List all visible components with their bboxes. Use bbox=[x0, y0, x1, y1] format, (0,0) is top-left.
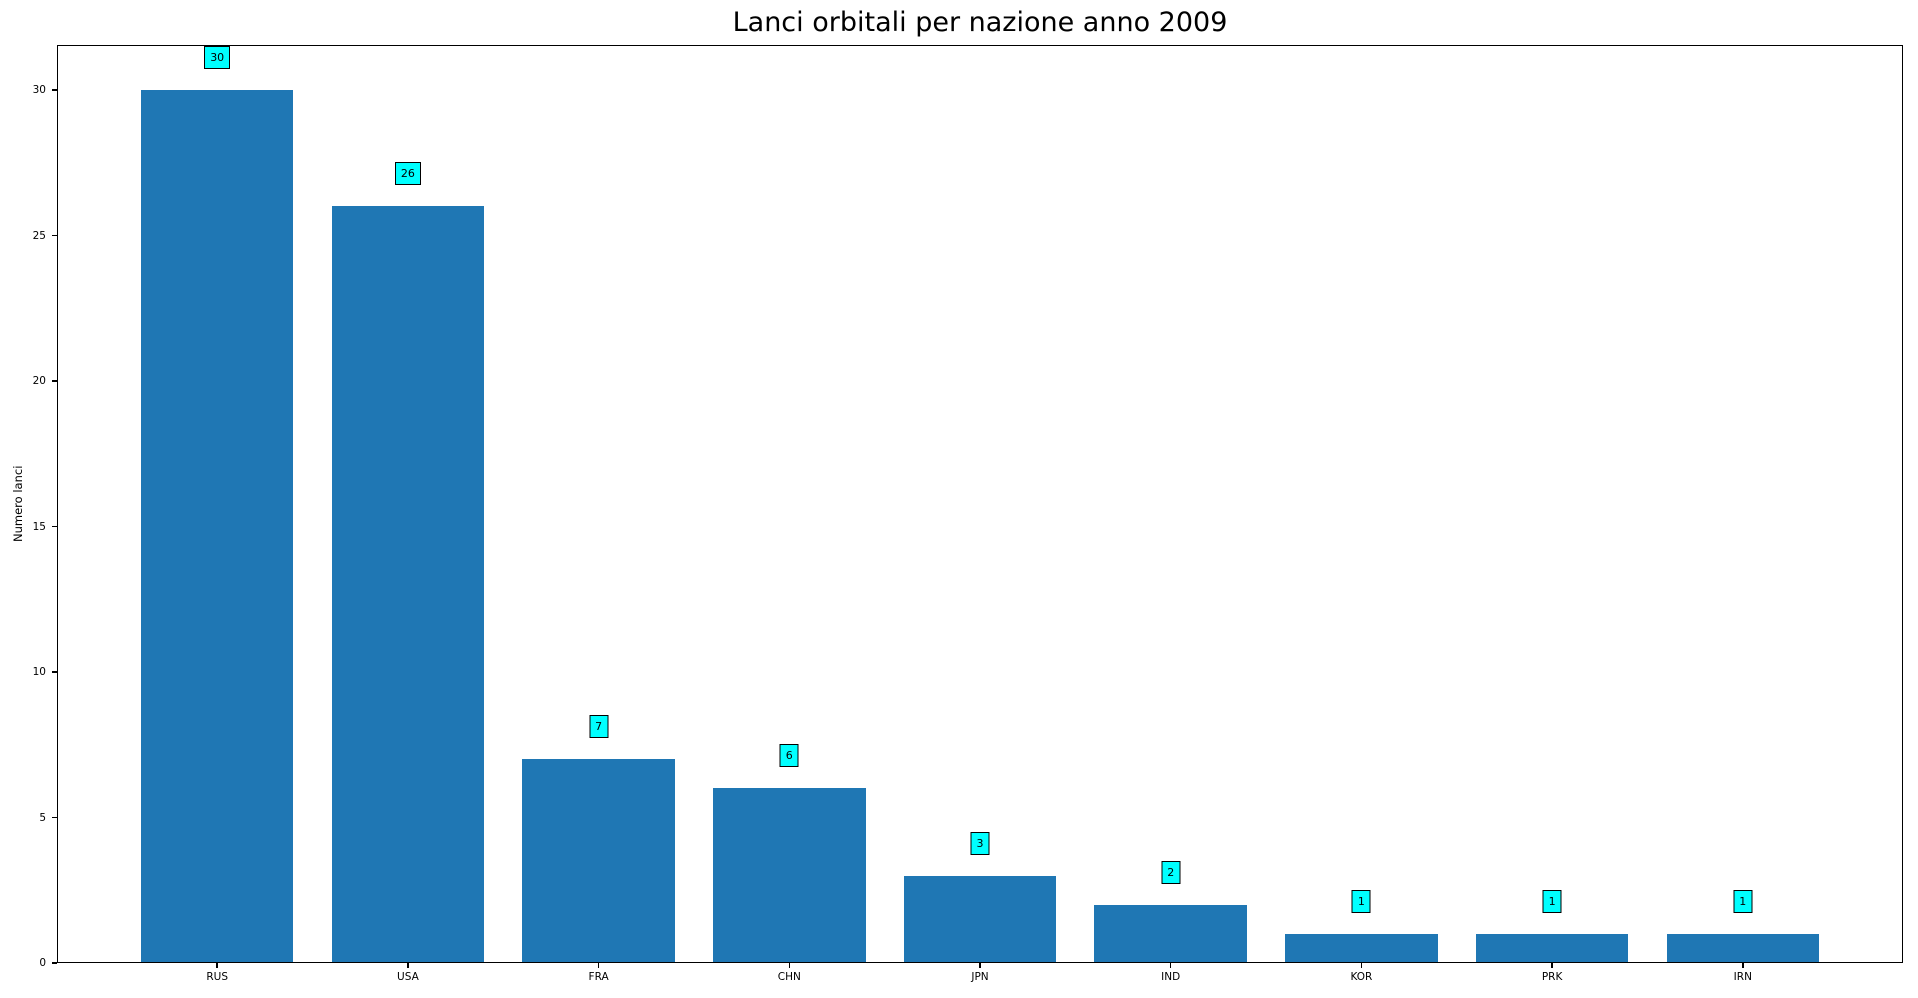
y-tick-mark bbox=[52, 380, 57, 382]
y-tick-label: 10 bbox=[32, 666, 46, 679]
x-tick-mark bbox=[216, 963, 218, 968]
x-tick-label: IRN bbox=[1733, 971, 1752, 983]
bar-value-label: 3 bbox=[970, 831, 990, 855]
y-tick-label: 20 bbox=[32, 375, 46, 388]
chart-title: Lanci orbitali per nazione anno 2009 bbox=[732, 7, 1228, 38]
bar-value-label: 26 bbox=[394, 162, 421, 186]
x-tick-label: FRA bbox=[588, 971, 609, 983]
y-tick-mark bbox=[52, 234, 57, 237]
x-tick-mark bbox=[979, 963, 981, 968]
bar-value-label: 30 bbox=[204, 46, 231, 70]
bar-value-label: 1 bbox=[1351, 889, 1371, 913]
y-tick-mark bbox=[52, 671, 57, 673]
x-tick-label: CHN bbox=[777, 971, 801, 983]
x-tick-mark bbox=[1742, 963, 1744, 968]
x-tick-mark bbox=[788, 963, 791, 968]
bar-jpn bbox=[903, 875, 1057, 963]
bar-ind bbox=[1094, 904, 1247, 963]
x-tick-mark bbox=[1360, 963, 1363, 968]
bar-value-label: 2 bbox=[1161, 860, 1181, 884]
x-tick-label: IND bbox=[1161, 971, 1181, 983]
y-tick-label: 25 bbox=[32, 229, 46, 242]
bar-value-label: 7 bbox=[589, 715, 609, 739]
bar-prk bbox=[1475, 933, 1629, 963]
x-tick-mark bbox=[1169, 963, 1172, 968]
y-tick-mark bbox=[52, 962, 57, 964]
y-tick-label: 15 bbox=[32, 520, 46, 533]
y-tick-label: 0 bbox=[39, 957, 46, 969]
bar-kor bbox=[1285, 933, 1438, 963]
x-tick-label: PRK bbox=[1541, 971, 1563, 983]
bar-chn bbox=[713, 788, 866, 963]
bar-value-label: 6 bbox=[779, 744, 799, 768]
bar-irn bbox=[1666, 933, 1820, 963]
x-tick-label: RUS bbox=[206, 971, 229, 983]
x-tick-label: JPN bbox=[971, 971, 989, 983]
x-tick-mark bbox=[597, 963, 600, 968]
x-tick-mark bbox=[407, 963, 409, 968]
bar-rus bbox=[140, 90, 294, 963]
y-tick-mark bbox=[52, 89, 57, 91]
y-tick-mark bbox=[52, 816, 57, 819]
y-tick-mark bbox=[52, 525, 57, 528]
x-tick-label: USA bbox=[397, 971, 419, 983]
bar-fra bbox=[522, 759, 675, 963]
x-tick-mark bbox=[1551, 963, 1553, 968]
y-tick-label: 30 bbox=[32, 84, 46, 97]
bar-value-label: 1 bbox=[1542, 889, 1562, 913]
x-tick-label: KOR bbox=[1350, 971, 1373, 983]
bar-value-label: 1 bbox=[1733, 889, 1753, 913]
bar-usa bbox=[331, 206, 485, 963]
y-tick-label: 5 bbox=[39, 811, 46, 824]
